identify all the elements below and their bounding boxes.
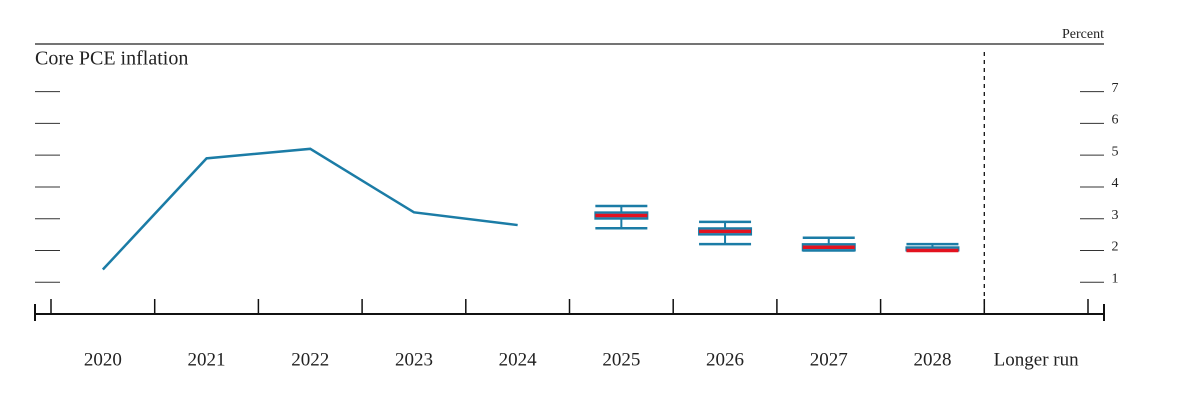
chart-title: Core PCE inflation bbox=[35, 48, 188, 70]
unit-label: Percent bbox=[1062, 27, 1104, 42]
x-tick-label: 2027 bbox=[810, 349, 848, 370]
x-tick-label: 2021 bbox=[188, 349, 226, 370]
y-tick-label: 2 bbox=[1112, 240, 1119, 255]
x-tick-label: 2025 bbox=[602, 349, 640, 370]
x-tick-label: 2028 bbox=[913, 349, 951, 370]
x-tick-label: 2026 bbox=[706, 349, 744, 370]
y-tick-label: 6 bbox=[1112, 113, 1119, 128]
x-tick-label: 2023 bbox=[395, 349, 433, 370]
x-tick-label: 2022 bbox=[291, 349, 329, 370]
x-tick-label: 2020 bbox=[84, 349, 122, 370]
y-tick-label: 7 bbox=[1112, 81, 1119, 96]
y-tick-label: 3 bbox=[1112, 208, 1119, 223]
y-tick-label: 5 bbox=[1112, 144, 1119, 159]
y-tick-label: 4 bbox=[1112, 176, 1119, 191]
x-tick-label: Longer run bbox=[994, 349, 1079, 370]
history-line bbox=[101, 147, 518, 271]
y-tick-label: 1 bbox=[1112, 271, 1119, 286]
x-tick-label: 2024 bbox=[499, 349, 538, 370]
